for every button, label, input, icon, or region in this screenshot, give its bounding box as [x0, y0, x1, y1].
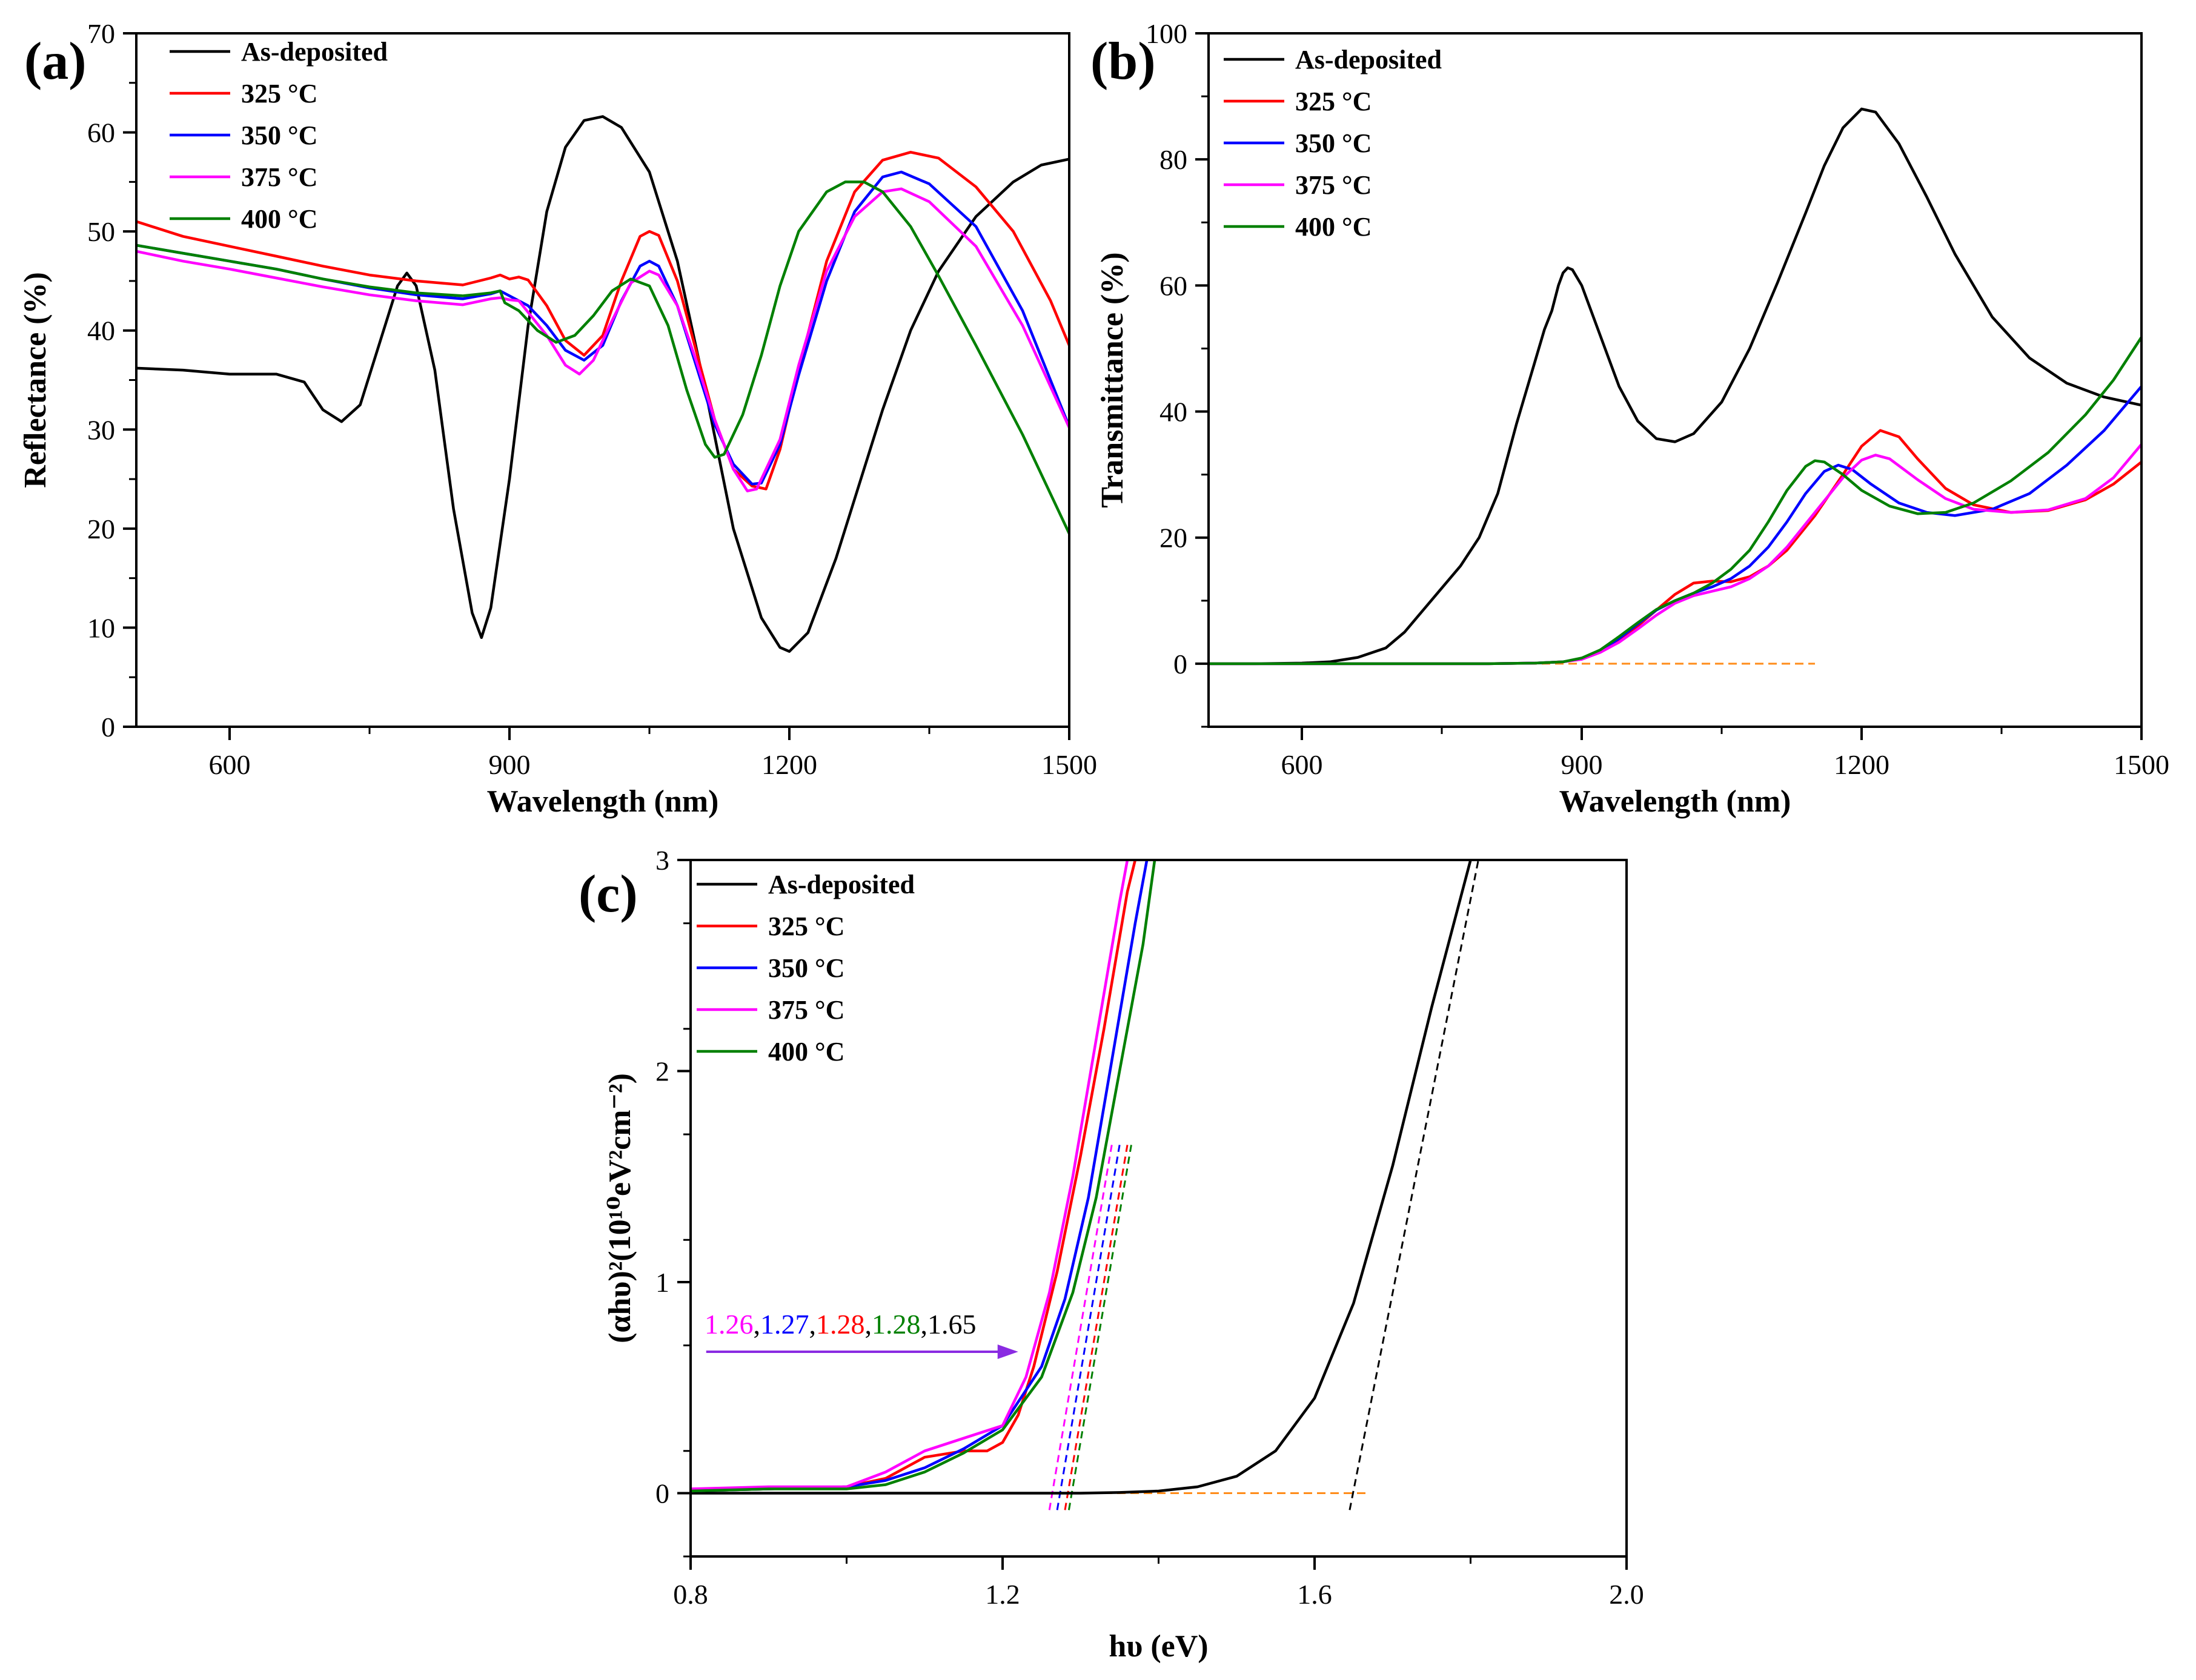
legend-label: As-deposited	[1295, 45, 1442, 74]
series-line-4	[1209, 336, 2141, 666]
band-gap-separator: ,	[921, 1309, 928, 1340]
y-tick-label: 70	[87, 18, 115, 49]
y-tick-label: 100	[1146, 18, 1187, 49]
x-tick-label: 600	[209, 749, 251, 780]
series-line-4	[691, 860, 1156, 1493]
band-gap-separator: ,	[809, 1309, 817, 1340]
y-tick-label: 80	[1159, 144, 1187, 175]
y-axis-title: Reflectance (%)	[18, 272, 53, 488]
band-gap-value: 1.65	[927, 1309, 977, 1340]
legend-label: 325 °C	[1295, 87, 1372, 116]
y-tick-label: 0	[1173, 649, 1187, 680]
x-axis-title: Wavelength (nm)	[487, 784, 719, 819]
panel-label: (b)	[1090, 32, 1156, 91]
band-gap-separator: ,	[865, 1309, 872, 1340]
x-tick-label: 1200	[761, 749, 817, 780]
legend-label: As-deposited	[768, 870, 915, 899]
y-tick-label: 3	[655, 845, 669, 876]
x-tick-label: 1200	[1834, 749, 1889, 780]
series-line-3	[136, 187, 1069, 492]
chart-panel-b: 600 900 1200 1500 0 20 40 60 80 100 Wavelength (nm…	[1090, 18, 2169, 819]
series-line-2	[691, 860, 1149, 1493]
y-axis-title: (αhυ)²(10¹⁰eV²cm⁻²)	[603, 1073, 637, 1343]
series-line-4	[136, 180, 1069, 535]
plot-frame	[1207, 32, 2143, 728]
tangent-line-1	[1056, 1145, 1121, 1510]
chart-panel-a: 600 900 1200 1500 0 10 20 30 40 50 60 70 Wavelength …	[18, 18, 1097, 819]
y-tick-label: 2	[655, 1056, 669, 1086]
legend-label: 350 °C	[241, 121, 317, 150]
legend-label: As-deposited	[241, 37, 388, 67]
band-gap-value: 1.28	[872, 1309, 921, 1340]
y-tick-label: 40	[1159, 397, 1187, 428]
legend-label: 350 °C	[768, 953, 844, 983]
x-tick-label: 0.8	[673, 1579, 708, 1610]
tangent-line-0	[1048, 1145, 1113, 1510]
legend-label: 325 °C	[241, 79, 317, 108]
legend: As-deposited 325 °C 350 °C 375 °C 400 °C	[1224, 45, 1442, 242]
arrow-head	[997, 1344, 1018, 1359]
x-tick-label: 2.0	[1609, 1579, 1644, 1610]
y-tick-label: 30	[87, 414, 115, 445]
legend: As-deposited 325 °C 350 °C 375 °C 400 °C	[170, 37, 388, 234]
series-line-0	[691, 860, 1472, 1495]
series-line-1	[1209, 429, 2141, 666]
series-line-3	[691, 860, 1129, 1490]
band-gap-separator: ,	[754, 1309, 761, 1340]
legend-label: 400 °C	[1295, 212, 1372, 242]
panel-label: (a)	[24, 32, 87, 91]
tangent-line-3	[1067, 1145, 1132, 1510]
x-axis-title: Wavelength (nm)	[1559, 784, 1791, 819]
y-tick-label: 20	[1159, 523, 1187, 554]
series-line-0	[1209, 107, 2141, 666]
legend-label: 400 °C	[241, 204, 317, 234]
x-tick-label: 1.6	[1297, 1579, 1332, 1610]
x-tick-label: 1.2	[985, 1579, 1020, 1610]
legend-label: 325 °C	[768, 911, 844, 941]
band-gap-value: 1.26	[705, 1309, 754, 1340]
x-tick-label: 1500	[2114, 749, 2169, 780]
y-tick-label: 10	[87, 612, 115, 643]
series-line-2	[136, 170, 1069, 486]
band-gap-value: 1.27	[760, 1309, 809, 1340]
y-tick-label: 0	[101, 712, 115, 742]
panel-label: (c)	[579, 865, 638, 924]
series-line-2	[1209, 385, 2141, 666]
x-tick-label: 1500	[1041, 749, 1097, 780]
x-tick-label: 600	[1281, 749, 1323, 780]
tangent-line-2	[1064, 1145, 1129, 1510]
x-tick-label: 900	[489, 749, 531, 780]
y-tick-label: 60	[1159, 270, 1187, 301]
y-tick-label: 20	[87, 514, 115, 544]
band-gap-values: 1.26,1.27,1.28,1.28,1.65	[705, 1309, 977, 1340]
series-line-1	[136, 151, 1069, 491]
y-tick-label: 60	[87, 117, 115, 148]
y-axis-title: Transmittance (%)	[1095, 252, 1130, 508]
series-line-0	[136, 115, 1069, 653]
band-gap-value: 1.28	[816, 1309, 865, 1340]
y-tick-label: 40	[87, 316, 115, 346]
chart-panel-c: 0.8 1.2 1.6 2.0 0 1 2 3 hυ (eV) (αhυ)²(10¹⁰eV²cm⁻…	[579, 845, 1644, 1664]
legend-label: 375 °C	[1295, 170, 1372, 200]
legend: As-deposited 325 °C 350 °C 375 °C 400 °C	[697, 870, 915, 1067]
band-gap-annotation: 1.26,1.27,1.28,1.28,1.65	[705, 1309, 1018, 1359]
series-line-3	[1209, 443, 2141, 666]
y-tick-label: 50	[87, 216, 115, 247]
y-tick-label: 1	[655, 1267, 669, 1298]
tangent-line-4	[1348, 860, 1479, 1510]
y-tick-label: 0	[655, 1478, 669, 1509]
legend-label: 375 °C	[241, 162, 317, 192]
legend-label: 350 °C	[1295, 128, 1372, 158]
x-axis-title: hυ (eV)	[1109, 1629, 1208, 1664]
legend-label: 400 °C	[768, 1037, 844, 1067]
x-tick-label: 900	[1561, 749, 1603, 780]
legend-label: 375 °C	[768, 995, 844, 1025]
